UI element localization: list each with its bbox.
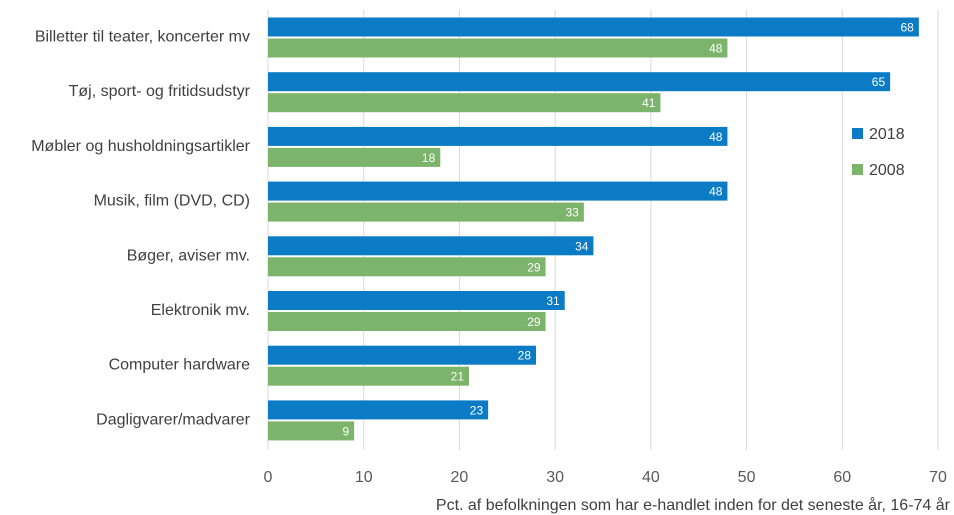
bar-2008 xyxy=(268,93,661,113)
data-label: 48 xyxy=(709,185,723,199)
data-label: 31 xyxy=(546,294,560,308)
data-label: 41 xyxy=(642,96,656,110)
bar-2008 xyxy=(268,147,441,167)
data-label: 65 xyxy=(872,75,886,89)
category-label: Musik, film (DVD, CD) xyxy=(94,193,250,210)
category-label: Elektronik mv. xyxy=(151,302,250,319)
data-label: 18 xyxy=(422,151,436,165)
category-label: Bøger, aviser mv. xyxy=(127,247,250,264)
legend-label-2018: 2018 xyxy=(869,126,905,143)
category-label: Billetter til teater, koncerter mv xyxy=(35,29,250,46)
bar-2018 xyxy=(268,17,919,37)
bar-2008 xyxy=(268,38,728,58)
bar-2008 xyxy=(268,312,546,331)
x-tick-label: 70 xyxy=(929,469,947,486)
bar-2018 xyxy=(268,400,489,420)
data-label: 68 xyxy=(900,21,914,35)
bar-2008 xyxy=(268,421,355,441)
bar-2008 xyxy=(268,366,469,386)
data-label: 29 xyxy=(527,260,541,274)
data-label: 48 xyxy=(709,42,723,56)
bar-2018 xyxy=(268,181,728,201)
category-labels: Billetter til teater, koncerter mv Tøj, s… xyxy=(31,29,250,429)
data-label: 29 xyxy=(527,315,541,329)
bars: 68 48 65 41 48 18 48 33 34 29 31 29 28 21 23 9 xyxy=(268,17,919,441)
x-tick-label: 30 xyxy=(546,469,564,486)
bar-2008 xyxy=(268,202,584,222)
data-label: 34 xyxy=(575,239,589,253)
bar-2018 xyxy=(268,291,565,310)
data-label: 28 xyxy=(518,349,532,363)
x-tick-label: 40 xyxy=(642,469,660,486)
data-label: 33 xyxy=(565,206,579,220)
category-label: Dagligvarer/madvarer xyxy=(96,411,251,428)
x-tick-label: 50 xyxy=(738,469,756,486)
category-label: Møbler og husholdningsartikler xyxy=(31,138,250,155)
data-label: 23 xyxy=(470,403,484,417)
bar-2018 xyxy=(268,345,536,365)
x-tick-label: 10 xyxy=(355,469,373,486)
bar-2018 xyxy=(268,126,728,146)
bar-2018 xyxy=(268,72,891,92)
legend-swatch-2008 xyxy=(852,164,863,175)
x-tick-label: 0 xyxy=(264,469,273,486)
bar-2018 xyxy=(268,236,594,256)
data-label: 48 xyxy=(709,130,723,144)
x-tick-label: 20 xyxy=(451,469,469,486)
legend-swatch-2018 xyxy=(852,128,863,139)
category-label: Computer hardware xyxy=(109,357,251,374)
bar-2008 xyxy=(268,257,546,277)
category-label: Tøj, sport- og fritidsudstyr xyxy=(69,83,251,100)
data-label: 21 xyxy=(451,370,465,384)
x-tick-labels: 0 10 20 30 40 50 60 70 xyxy=(264,469,947,486)
legend: 2018 2008 xyxy=(852,126,905,179)
x-axis-title: Pct. af befolkningen som har e-handlet i… xyxy=(436,496,951,514)
legend-label-2008: 2008 xyxy=(869,162,905,179)
data-label: 9 xyxy=(342,424,349,438)
x-tick-label: 60 xyxy=(833,469,851,486)
